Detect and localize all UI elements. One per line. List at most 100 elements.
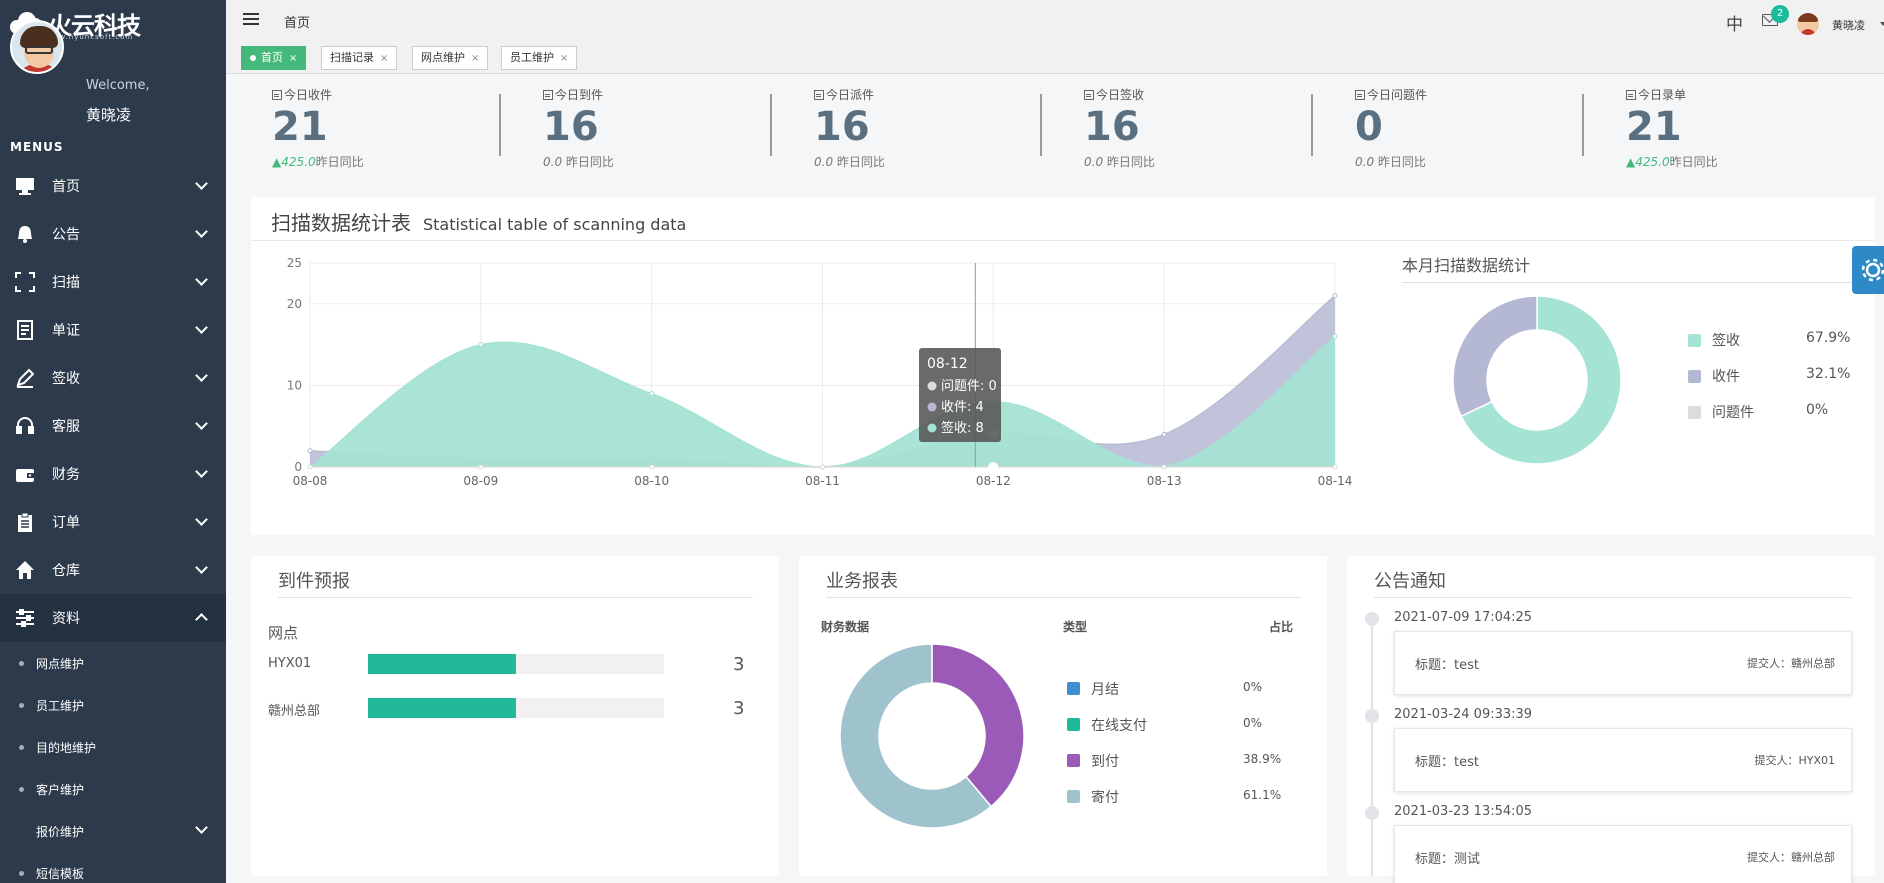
scan-area-chart[interactable]: 0 10 20 25 08-08 08-09 08-10 08-11 08-12 08-13 08-… bbox=[251, 241, 1371, 535]
notice-title: 标题：测试 bbox=[1415, 852, 1481, 867]
menu-toggle-icon[interactable] bbox=[243, 13, 259, 25]
bar-label: HYX01 bbox=[268, 656, 312, 671]
home-icon bbox=[14, 559, 36, 581]
bar-row[interactable]: HYX01 3 bbox=[268, 654, 768, 676]
settings-button[interactable] bbox=[1852, 246, 1884, 294]
chevron-down-icon bbox=[195, 225, 208, 238]
stat-compare: 昨日同比 bbox=[836, 155, 885, 169]
sidebar-item-signature[interactable]: 签收 bbox=[0, 354, 226, 402]
sidebar-submenu: 网点维护 员工维护 目的地维护 客户维护 报价维护 短信模板 bbox=[0, 642, 226, 883]
stat-value: 0 bbox=[1355, 104, 1383, 150]
bar-row[interactable]: 赣州总部 3 bbox=[268, 698, 768, 720]
chevron-down-icon bbox=[195, 321, 208, 334]
notice-card[interactable]: 标题：test 提交人：赣州总部 bbox=[1394, 631, 1852, 695]
notice-card[interactable]: 标题：测试 提交人：赣州总部 bbox=[1394, 825, 1852, 883]
legend-pct: 0% bbox=[1243, 716, 1263, 730]
wallet-icon bbox=[14, 463, 36, 485]
data-point bbox=[1161, 464, 1167, 470]
timeline-dot bbox=[1365, 612, 1379, 626]
list-icon bbox=[1084, 90, 1094, 100]
y-tick-label: 0 bbox=[294, 460, 302, 474]
tab-staff-maintenance[interactable]: 员工维护 × bbox=[501, 46, 578, 70]
sidebar-item-document[interactable]: 单证 bbox=[0, 306, 226, 354]
close-icon[interactable]: × bbox=[380, 53, 389, 64]
sidebar-item-data[interactable]: 资料 bbox=[0, 594, 226, 642]
user-avatar-small[interactable] bbox=[1797, 13, 1819, 35]
business-donut-chart[interactable] bbox=[837, 641, 1027, 831]
sidebar-item-service[interactable]: 客服 bbox=[0, 402, 226, 450]
notice-card[interactable]: 标题：test 提交人：HYX01 bbox=[1394, 728, 1852, 792]
chevron-down-icon bbox=[195, 513, 208, 526]
notice-time: 2021-07-09 17:04:25 bbox=[1394, 610, 1533, 625]
page-tabs: 首页 × 扫描记录 × 网点维护 × 员工维护 × bbox=[226, 42, 1884, 74]
submenu-item-customers[interactable]: 客户维护 bbox=[0, 768, 226, 810]
pen-icon bbox=[14, 367, 36, 389]
user-avatar[interactable] bbox=[10, 20, 64, 74]
sidebar-item-warehouse[interactable]: 仓库 bbox=[0, 546, 226, 594]
tab-label: 首页 bbox=[261, 51, 283, 64]
bar-track bbox=[368, 654, 664, 674]
close-icon[interactable]: × bbox=[289, 53, 298, 64]
stat-label: 今日问题件 bbox=[1367, 88, 1428, 102]
sidebar: 火云科技 www.hyuncsoft.com Welcome, 黄晓凌 MENU… bbox=[0, 0, 226, 883]
data-point bbox=[1332, 464, 1338, 470]
panel-title: 业务报表 bbox=[826, 571, 898, 592]
legend-pct: 32.1% bbox=[1806, 366, 1851, 382]
chevron-down-icon bbox=[195, 417, 208, 430]
tab-scan-records[interactable]: 扫描记录 × bbox=[321, 46, 398, 70]
submenu-item-outlets[interactable]: 网点维护 bbox=[0, 642, 226, 684]
notice-panel: 公告通知 2021-07-09 17:04:25 标题：test 提交人：赣州总… bbox=[1347, 556, 1875, 883]
month-donut-chart[interactable] bbox=[1452, 295, 1622, 465]
sidebar-item-scan[interactable]: 扫描 bbox=[0, 258, 226, 306]
sidebar-item-order[interactable]: 订单 bbox=[0, 498, 226, 546]
legend-item[interactable]: 寄付 61.1% bbox=[1067, 787, 1327, 807]
x-tick-label: 08-09 bbox=[463, 474, 498, 488]
legend-item[interactable]: 到付 38.9% bbox=[1067, 751, 1327, 771]
submenu-item-staff[interactable]: 员工维护 bbox=[0, 684, 226, 726]
close-icon[interactable]: × bbox=[560, 53, 569, 64]
column-header: 类型 bbox=[1063, 620, 1088, 634]
tooltip-row: 签收: 8 bbox=[941, 420, 984, 436]
language-switch[interactable]: 中 bbox=[1726, 15, 1743, 35]
data-point bbox=[1161, 431, 1167, 437]
submenu-item-label: 短信模板 bbox=[36, 866, 85, 881]
submenu-item-label: 员工维护 bbox=[36, 698, 85, 713]
sidebar-item-label: 扫描 bbox=[52, 275, 80, 291]
caret-down-icon bbox=[1880, 22, 1884, 26]
user-menu[interactable]: 黄晓凌 bbox=[1832, 19, 1865, 32]
stat-compare: 昨日同比 bbox=[1377, 155, 1426, 169]
legend-label: 寄付 bbox=[1091, 790, 1119, 806]
gear-icon bbox=[1861, 258, 1884, 282]
submenu-item-destinations[interactable]: 目的地维护 bbox=[0, 726, 226, 768]
stat-value: 16 bbox=[1084, 104, 1140, 150]
stat-label: 今日到件 bbox=[555, 88, 604, 102]
stat-delta: 425.0 bbox=[281, 155, 316, 169]
sidebar-item-label: 订单 bbox=[52, 515, 80, 531]
legend-swatch bbox=[1067, 682, 1080, 695]
notice-time: 2021-03-23 13:54:05 bbox=[1394, 804, 1533, 819]
legend-label: 到付 bbox=[1091, 754, 1119, 770]
legend-label: 在线支付 bbox=[1091, 718, 1147, 734]
legend-label: 月结 bbox=[1091, 682, 1119, 698]
close-icon[interactable]: × bbox=[471, 53, 480, 64]
stat-value: 21 bbox=[272, 104, 328, 150]
tab-home[interactable]: 首页 × bbox=[241, 46, 307, 70]
x-tick-label: 08-10 bbox=[634, 474, 669, 488]
sidebar-item-finance[interactable]: 财务 bbox=[0, 450, 226, 498]
stat-delta: 0.0 bbox=[1355, 155, 1375, 169]
submenu-item-quotes[interactable]: 报价维护 bbox=[0, 810, 226, 852]
submenu-item-sms-templates[interactable]: 短信模板 bbox=[0, 852, 226, 883]
legend-item[interactable]: 在线支付 0% bbox=[1067, 715, 1327, 735]
legend-item[interactable]: 月结 0% bbox=[1067, 679, 1327, 699]
chevron-up-icon bbox=[195, 613, 208, 626]
tab-label: 员工维护 bbox=[510, 51, 554, 64]
stats-row: 今日收件 21 ▲425.0昨日同比 今日到件 16 0.0 昨日同比 今日派件… bbox=[250, 74, 1874, 170]
tab-outlet-maintenance[interactable]: 网点维护 × bbox=[412, 46, 489, 70]
brand-name: 火云科技 bbox=[48, 11, 141, 40]
legend-label: 收件 bbox=[1712, 369, 1740, 385]
sidebar-item-home[interactable]: 首页 bbox=[0, 162, 226, 210]
sidebar-item-notice[interactable]: 公告 bbox=[0, 210, 226, 258]
y-tick-label: 25 bbox=[287, 256, 302, 270]
panel-title: 公告通知 bbox=[1374, 571, 1446, 592]
column-header: 财务数据 bbox=[821, 620, 870, 634]
